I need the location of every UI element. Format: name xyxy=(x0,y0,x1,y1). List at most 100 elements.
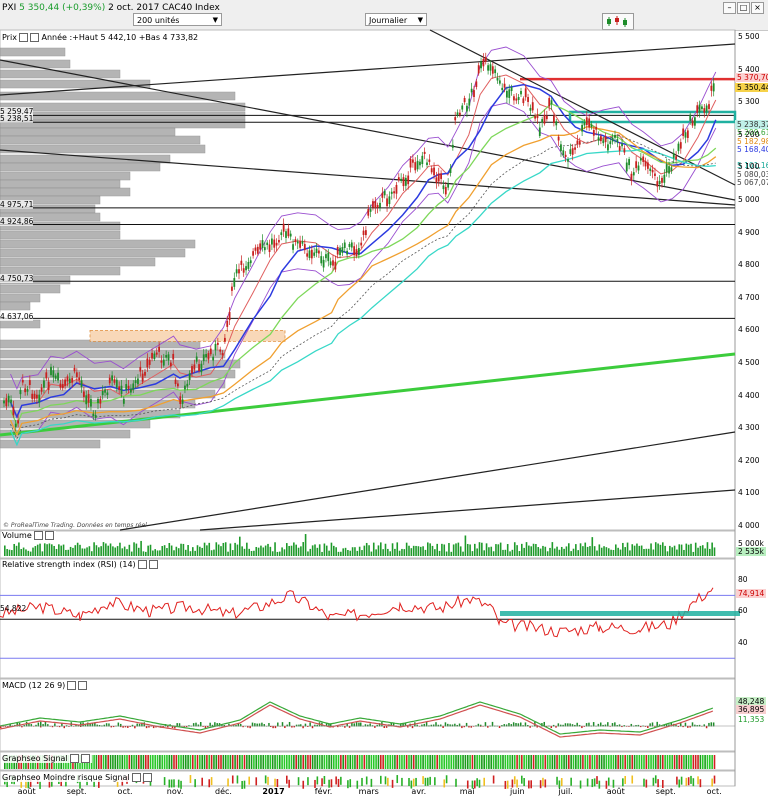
volume-bar xyxy=(441,543,443,556)
candle-body xyxy=(36,394,38,399)
wrench-icon[interactable] xyxy=(69,754,79,763)
volume-bar xyxy=(619,549,622,556)
macd-histogram-bar xyxy=(430,724,433,727)
volume-bar xyxy=(499,542,502,556)
signal-bar xyxy=(572,755,575,769)
volume-bar xyxy=(159,550,161,556)
volume-bar xyxy=(610,549,612,556)
macd-hist-value: 11,353 xyxy=(738,715,765,724)
macd-histogram-bar xyxy=(576,722,578,727)
signal-bar xyxy=(182,755,185,769)
candle-body xyxy=(233,278,236,287)
candle-body xyxy=(456,112,459,115)
risk-signal-bar xyxy=(687,777,690,786)
close-icon[interactable]: × xyxy=(751,2,764,14)
volume-bar xyxy=(511,549,514,556)
macd-histogram-bar xyxy=(192,723,195,727)
risk-signal-bar xyxy=(466,780,469,789)
macd-histogram-bar xyxy=(449,724,451,727)
signal-bar xyxy=(431,755,434,769)
risk-signal-bar xyxy=(98,779,100,788)
volume-bar xyxy=(55,548,58,556)
risk-signal-bar xyxy=(662,779,664,788)
macd-histogram-bar xyxy=(0,726,2,729)
candle-body xyxy=(609,141,612,145)
signal-bar xyxy=(239,755,241,769)
macd-histogram-bar xyxy=(221,724,223,727)
macd-histogram-bar xyxy=(658,724,661,727)
candle-body xyxy=(108,377,111,384)
wrench-icon[interactable] xyxy=(67,681,77,690)
wrench-icon[interactable] xyxy=(131,773,141,782)
price-tick-label: 4 300 xyxy=(738,423,760,433)
volume-bar xyxy=(83,548,86,556)
close-panel-icon[interactable] xyxy=(29,33,39,42)
candle-body xyxy=(496,77,499,81)
candle-body xyxy=(322,259,325,268)
close-panel-icon[interactable] xyxy=(44,531,54,540)
chevron-down-icon: ▼ xyxy=(212,16,218,24)
volume-bar xyxy=(323,543,326,556)
candle-body xyxy=(625,162,628,172)
candle-body xyxy=(111,375,113,381)
maximize-icon[interactable]: □ xyxy=(737,2,750,14)
volume-bar xyxy=(690,543,692,556)
volume-bar xyxy=(135,543,138,556)
minimize-icon[interactable]: – xyxy=(723,2,736,14)
volume-bar xyxy=(701,545,704,556)
volume-bar xyxy=(15,545,18,556)
chart-type-icon[interactable] xyxy=(602,13,634,30)
candle-body xyxy=(604,136,607,143)
candle-body xyxy=(71,378,74,383)
macd-histogram-bar xyxy=(58,726,61,728)
units-select[interactable]: 200 unités ▼ xyxy=(133,13,222,26)
risk-signal-bar xyxy=(643,778,645,787)
candle-body xyxy=(510,87,513,92)
risk-signal-bar xyxy=(288,779,290,788)
close-panel-icon[interactable] xyxy=(80,754,90,763)
close-panel-icon[interactable] xyxy=(142,773,152,782)
risk-signal-bar xyxy=(65,778,67,787)
macd-histogram-bar xyxy=(355,722,358,727)
volume-bar xyxy=(652,549,655,556)
close-panel-icon[interactable] xyxy=(148,560,158,569)
candle-body xyxy=(162,359,165,366)
candle-body xyxy=(31,393,34,399)
volume-bar xyxy=(257,547,260,556)
candle-body xyxy=(489,64,492,71)
candle-body xyxy=(47,381,50,390)
volume-bar xyxy=(509,551,511,556)
signal-bar xyxy=(466,755,469,769)
volume-bar xyxy=(194,550,196,556)
macd-histogram-bar xyxy=(491,721,494,727)
volume-bar xyxy=(582,546,584,556)
signal-bar xyxy=(128,755,131,769)
wrench-icon[interactable] xyxy=(18,33,28,42)
signal-bar xyxy=(304,755,307,769)
signal-bar xyxy=(398,755,401,769)
close-panel-icon[interactable] xyxy=(78,681,88,690)
risk-signal-bar xyxy=(513,776,516,785)
macd-histogram-bar xyxy=(129,726,131,727)
macd-histogram-bar xyxy=(202,726,204,727)
signal-bar xyxy=(130,755,133,769)
candle-body xyxy=(658,180,661,185)
candle-body xyxy=(17,420,19,424)
candle-body xyxy=(78,377,81,381)
volume-bar xyxy=(412,545,415,556)
volume-bar xyxy=(60,545,62,556)
month-tick-label: mars xyxy=(358,787,379,796)
candle-body xyxy=(90,399,92,407)
candle-body xyxy=(172,353,175,360)
signal-bar xyxy=(152,755,154,769)
wrench-icon[interactable] xyxy=(33,531,43,540)
volume-bar xyxy=(391,543,394,556)
macd-histogram-bar xyxy=(185,726,188,728)
macd-histogram-bar xyxy=(122,726,124,728)
candle-body xyxy=(308,250,311,258)
volume-bar xyxy=(626,542,629,556)
volume-bar xyxy=(34,546,37,556)
wrench-icon[interactable] xyxy=(137,560,147,569)
period-select[interactable]: Journalier ▼ xyxy=(365,13,427,26)
candle-body xyxy=(160,360,163,363)
